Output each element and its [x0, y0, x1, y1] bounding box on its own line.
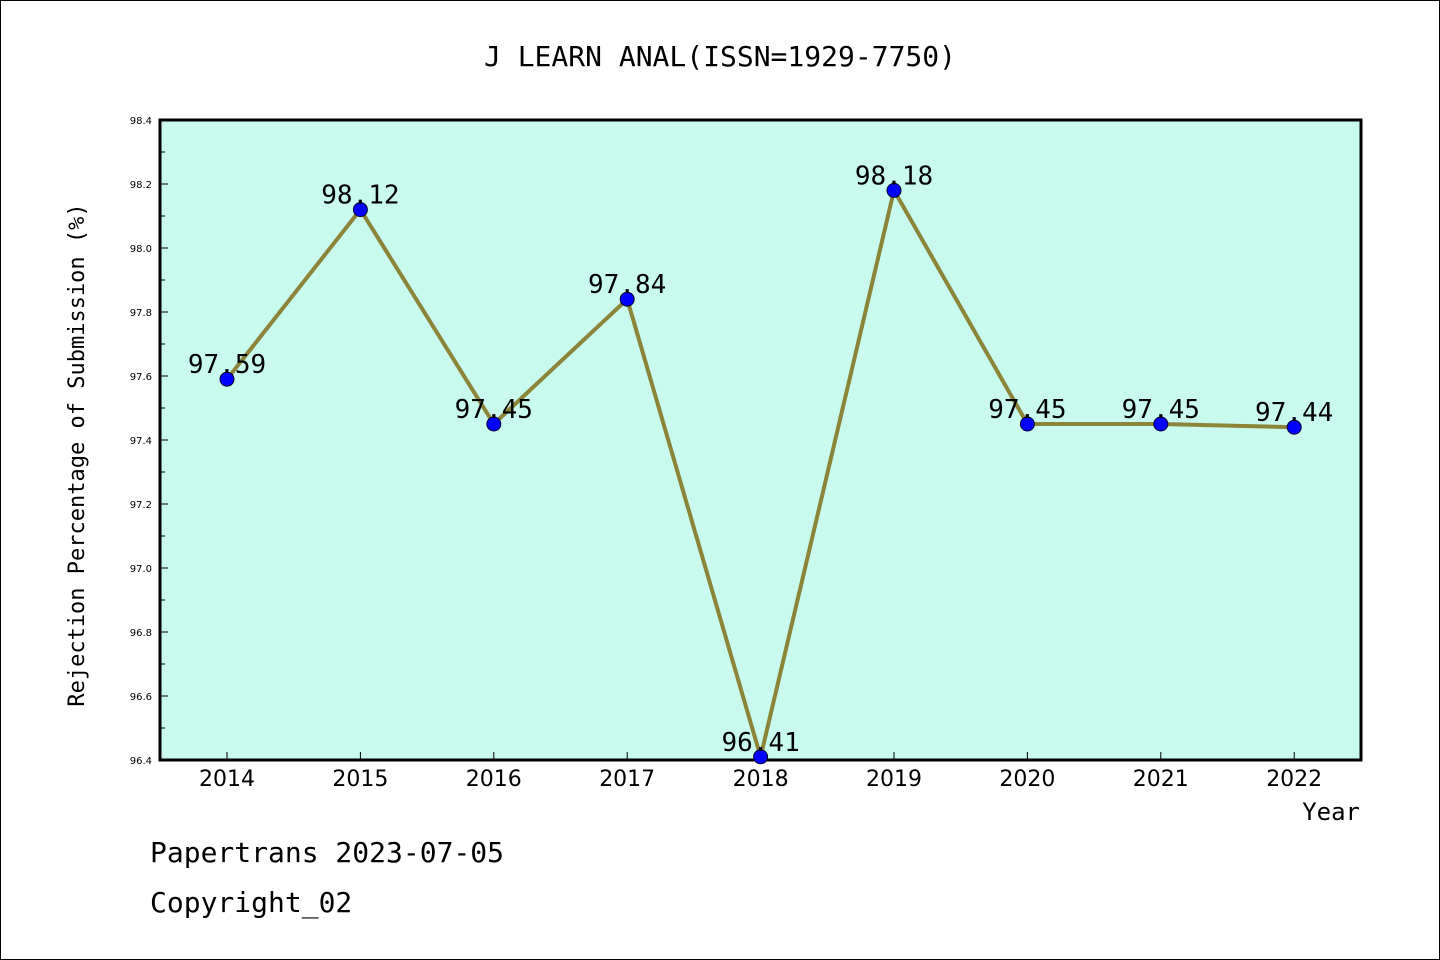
data-label: 97.45 — [1122, 395, 1200, 425]
y-tick-label: 96.8 — [130, 628, 152, 639]
data-point — [1153, 416, 1169, 432]
y-axis-ticks: 96.4 96.6 96.8 97.0 97.2 97.4 97.6 97.8 98.0 98.2… — [130, 116, 168, 767]
data-point — [1019, 416, 1035, 432]
x-axis-ticks: 2014 2015 2016 2017 2018 2019 2020 2021 2022 — [199, 752, 1322, 792]
data-label: 97.59 — [188, 350, 266, 380]
data-point — [619, 291, 635, 307]
data-label: 97.44 — [1255, 398, 1333, 428]
data-label: 97.45 — [988, 395, 1066, 425]
y-tick-label: 98.4 — [130, 116, 152, 127]
series-group: 97.59 98.12 97.45 97.84 96.41 98.18 97.45 97.45… — [188, 161, 1333, 765]
data-point — [1286, 419, 1302, 435]
x-tick-label: 2014 — [199, 767, 255, 792]
y-tick-label: 96.6 — [130, 692, 152, 703]
data-label: 97.45 — [455, 395, 533, 425]
x-tick-label: 2015 — [332, 767, 388, 792]
x-axis-label: Year — [1302, 798, 1360, 826]
chart-title: J LEARN ANAL(ISSN=1929-7750) — [484, 40, 956, 73]
data-point — [753, 749, 769, 765]
data-point — [486, 416, 502, 432]
x-tick-label: 2016 — [466, 767, 522, 792]
data-point — [886, 182, 902, 198]
data-point — [352, 202, 368, 218]
y-tick-label: 97.0 — [130, 564, 152, 575]
y-tick-label: 98.2 — [130, 180, 152, 191]
x-tick-label: 2018 — [733, 767, 789, 792]
data-point — [219, 371, 235, 387]
plot-area — [158, 118, 1363, 762]
y-tick-label: 96.4 — [130, 756, 152, 767]
y-tick-label: 97.2 — [130, 500, 152, 511]
data-label: 96.41 — [721, 728, 799, 758]
x-tick-label: 2017 — [599, 767, 655, 792]
y-tick-label: 97.8 — [130, 308, 152, 319]
data-label: 98.12 — [321, 181, 399, 211]
x-tick-label: 2021 — [1133, 767, 1189, 792]
x-tick-label: 2022 — [1266, 767, 1322, 792]
x-tick-label: 2019 — [866, 767, 922, 792]
footer-date: Papertrans 2023-07-05 — [150, 836, 505, 869]
footer-copyright: Copyright_02 — [150, 886, 353, 919]
data-label: 98.18 — [855, 161, 933, 191]
x-tick-label: 2020 — [999, 767, 1055, 792]
y-tick-label: 97.6 — [130, 372, 152, 383]
data-label: 97.84 — [588, 270, 666, 300]
y-tick-label: 97.4 — [130, 436, 152, 447]
y-axis-label: Rejection Percentage of Submission (%) — [65, 203, 90, 706]
y-tick-label: 98.0 — [130, 244, 152, 255]
